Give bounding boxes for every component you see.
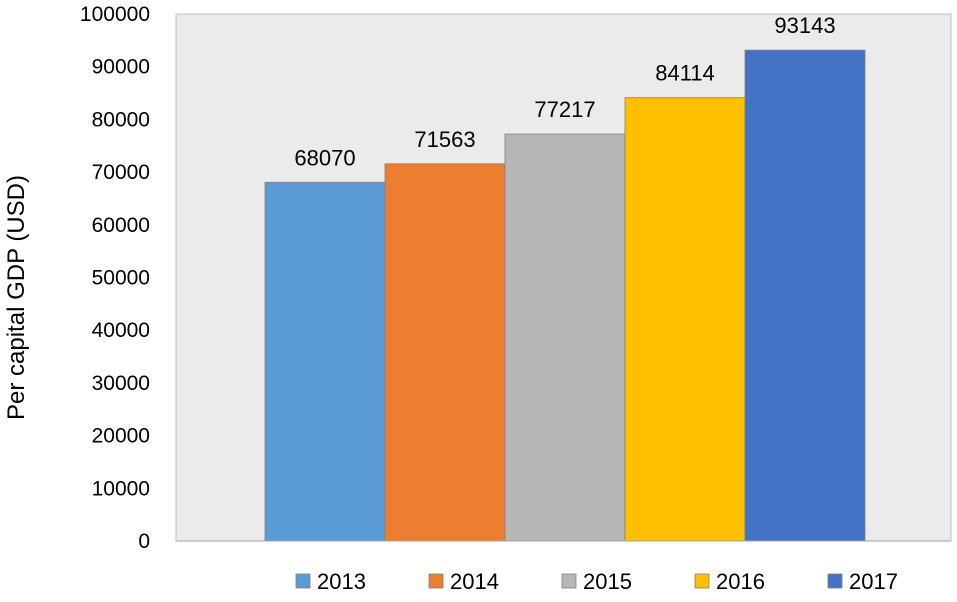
y-tick-label: 100000 <box>80 3 150 26</box>
data-label-2013: 68070 <box>294 145 355 170</box>
data-label-2015: 77217 <box>534 97 595 122</box>
bar-2016 <box>624 97 746 542</box>
data-label-2016: 84114 <box>655 61 715 86</box>
y-tick-label: 0 <box>138 530 150 553</box>
y-tick-label: 50000 <box>92 267 150 290</box>
data-label-2017: 93143 <box>774 13 835 38</box>
legend-label-2016: 2016 <box>716 569 765 594</box>
legend-label-2017: 2017 <box>849 569 898 594</box>
y-axis-title: Per capital GDP (USD) <box>3 175 30 420</box>
legend-label-2013: 2013 <box>317 569 366 594</box>
data-labels: 68070 71563 77217 84114 93143 <box>294 13 835 170</box>
bars <box>264 49 866 542</box>
y-tick-label: 80000 <box>92 108 150 131</box>
y-axis-ticks: 0 10000 20000 30000 40000 50000 60000 70000 8000… <box>80 3 150 553</box>
data-label-2014: 71563 <box>414 127 475 152</box>
bar-2013 <box>264 181 386 542</box>
y-tick-label: 90000 <box>92 56 150 79</box>
bar-2017 <box>744 49 866 542</box>
legend-swatch-2013 <box>295 573 311 589</box>
legend-swatch-2017 <box>827 573 843 589</box>
legend-label-2014: 2014 <box>450 569 499 594</box>
y-tick-label: 70000 <box>92 161 150 184</box>
y-tick-label: 10000 <box>92 477 150 500</box>
legend-swatch-2016 <box>694 573 710 589</box>
legend-swatch-2014 <box>428 573 444 589</box>
bar-2014 <box>384 163 506 542</box>
legend: 2013 2014 2015 2016 2017 <box>295 569 898 594</box>
y-tick-label: 20000 <box>92 425 150 448</box>
legend-swatch-2015 <box>561 573 577 589</box>
y-tick-label: 40000 <box>92 319 150 342</box>
y-tick-label: 60000 <box>92 214 150 237</box>
y-tick-label: 30000 <box>92 372 150 395</box>
legend-label-2015: 2015 <box>583 569 632 594</box>
bar-2015 <box>504 133 626 542</box>
